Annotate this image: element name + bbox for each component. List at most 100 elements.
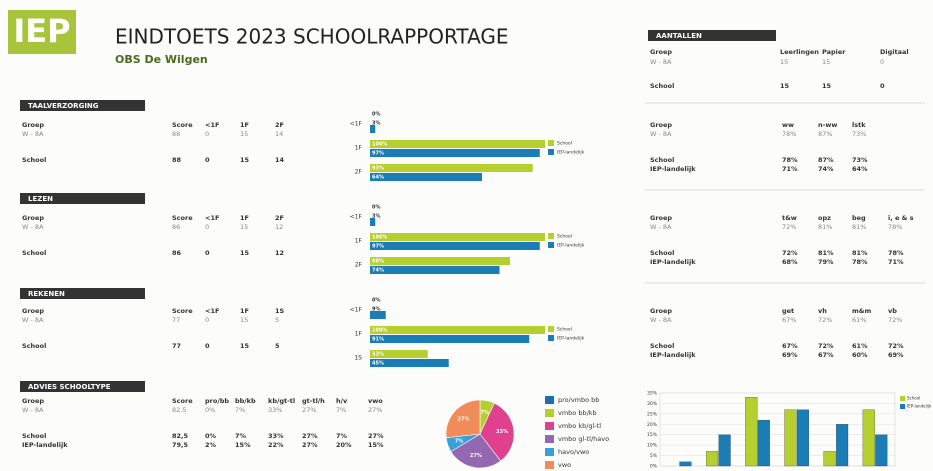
table-cell: 15 [240,316,248,324]
level-label: 1F [355,238,363,245]
bar-label: 33% [372,352,384,358]
table-header: <1F [205,214,219,222]
legend-swatch [548,233,554,239]
table-cell: IEP-landelijk [650,351,696,359]
table-cell: 72% [818,342,834,350]
table-header: 1F [240,307,249,315]
table-header: m&m [852,307,871,315]
table-cell: School [22,249,46,257]
bar [370,173,482,181]
bar-label: 97% [372,151,384,157]
table-header: beg [852,214,866,222]
pie-label: 27% [458,417,470,423]
table-cell: 71% [888,258,904,266]
bar [370,149,540,157]
table-header: 1F [240,121,249,129]
legend-label: IEP-landelijk [557,150,585,156]
pie-slice [450,433,502,469]
bar-label: 74% [372,268,384,274]
table-cell: School [22,432,46,440]
bar [370,359,449,367]
section-heading-bar [648,30,776,41]
table-header: Groep [22,121,44,129]
bar-label: 100% [372,142,387,148]
table-cell: 72% [782,249,798,257]
table-header: get [782,307,794,315]
section-heading-bar [20,100,145,111]
table-cell: 27% [302,441,318,449]
table-cell: 81% [818,223,832,231]
y-tick-label: 20% [647,422,658,428]
table-header: Score [172,307,193,315]
table-cell: 14 [275,156,285,164]
pie-slice [479,402,515,462]
table-cell: 0 [205,342,210,350]
pie-label: 33% [496,429,508,435]
table-header: Digitaal [880,48,909,56]
table-cell: 5 [275,342,280,350]
bar-label: 91% [372,337,384,343]
table-cell: 87% [818,156,834,164]
pie-legend-swatch [545,422,554,430]
table-cell: 81% [852,223,866,231]
table-cell: 73% [852,156,868,164]
bar [875,434,888,467]
pie-legend-label: vmbo kb/gl-tl [558,422,601,430]
table-cell: 0 [205,156,210,164]
table-header: Groep [22,307,44,315]
table-header: ww [782,121,794,129]
level-label: 2F [355,262,363,269]
table-cell: 14 [275,130,283,138]
table-cell: W - 8A [22,316,44,324]
table-cell: School [22,156,46,164]
table-header: Groep [650,214,672,222]
table-header: 1S [275,307,285,315]
bar [370,242,540,250]
table-cell: 15% [235,441,251,449]
table-cell: 81% [852,249,868,257]
table-cell: 15 [240,249,250,257]
table-cell: 15 [780,58,788,66]
table-header: vb [888,307,897,315]
table-cell: 27% [368,432,384,440]
table-cell: 7% [235,406,245,414]
bar-label: 3% [372,121,381,127]
table-cell: 82,5 [172,432,189,440]
table-cell: 72% [888,316,902,324]
level-label: 2F [355,169,363,176]
bar [862,409,875,467]
table-header: Leerlingen [780,48,819,56]
table-cell: 88 [172,130,180,138]
legend-swatch [548,242,554,248]
table-cell: W - 8A [22,130,44,138]
legend-swatch [548,335,554,341]
table-cell: 87% [818,130,832,138]
section-heading-bar [20,193,145,204]
table-cell: 86 [172,223,180,231]
pie-label: 7% [455,439,464,445]
section-heading: TAALVERZORGING [28,102,99,110]
table-cell: 7% [336,406,346,414]
section-heading: REKENEN [28,290,65,298]
subtitle: OBS De Wilgen [115,53,208,66]
bar [370,311,386,319]
bar [370,326,545,334]
y-tick-label: 25% [647,411,658,417]
legend-swatch [548,140,554,146]
table-cell: W - 8A [650,223,672,231]
level-label: 1F [355,331,363,338]
bar [718,434,731,467]
table-cell: 15 [822,82,832,90]
table-header: pro/bb [205,397,229,405]
bar-label: 45% [372,361,384,367]
table-cell: 82.5 [172,406,186,414]
table-cell: School [650,249,674,257]
table-cell: 60% [852,351,868,359]
legend-label: School [557,234,572,240]
table-cell: 72% [818,316,832,324]
table-cell: 79,5 [172,441,189,449]
bar [706,451,719,467]
bar-label: 0% [372,112,381,118]
bar [370,266,500,274]
table-header: kb/gt-tl [268,397,295,405]
